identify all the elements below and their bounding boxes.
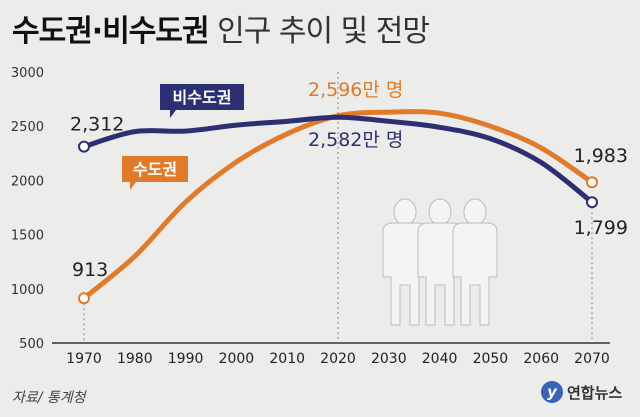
x-tick-label: 2030 xyxy=(371,351,407,367)
data-label: 2,582만 명 xyxy=(308,129,403,151)
y-tick-label: 500 xyxy=(19,337,44,352)
data-label: 913 xyxy=(72,259,108,281)
x-tick-label: 1970 xyxy=(66,351,102,367)
series-point-0 xyxy=(586,196,598,209)
series-label-0: 비수도권 xyxy=(173,88,232,107)
series-line-0 xyxy=(81,114,595,205)
series-point-0 xyxy=(78,140,90,153)
data-label: 1,799 xyxy=(574,217,628,239)
chart-title: 수도권·비수도권 인구 추이 및 전망 xyxy=(12,6,430,50)
x-tick-label: 2060 xyxy=(523,351,559,367)
x-tick-label: 1990 xyxy=(168,351,204,367)
y-tick-label: 3000 xyxy=(11,66,44,81)
person-figure xyxy=(417,198,463,326)
source-note: 자료/ 통계청 xyxy=(12,390,86,406)
x-tick-label: 2010 xyxy=(269,351,305,367)
y-tick-label: 1500 xyxy=(11,229,44,244)
data-label: 1,983 xyxy=(574,145,628,167)
person-figure xyxy=(452,198,498,326)
series-point-1 xyxy=(586,176,598,189)
x-tick-label: 2020 xyxy=(320,351,356,367)
data-label: 2,312 xyxy=(70,114,124,136)
yonhap-logo-text: 연합뉴스 xyxy=(567,383,623,402)
x-tick-label: 2040 xyxy=(422,351,458,367)
y-tick-label: 2500 xyxy=(11,120,44,135)
series-label-1: 수도권 xyxy=(133,160,177,179)
data-label: 2,596만 명 xyxy=(308,79,403,101)
title-light: 인구 추이 및 전망 xyxy=(217,14,430,49)
x-tick-label: 2000 xyxy=(219,351,255,367)
y-tick-label: 2000 xyxy=(11,174,44,189)
title-bold: 수도권·비수도권 xyxy=(12,14,210,49)
series-callout-1 xyxy=(122,156,188,190)
x-tick-label: 2070 xyxy=(574,351,610,367)
x-tick-label: 1980 xyxy=(117,351,153,367)
y-tick-label: 1000 xyxy=(11,283,44,298)
yonhap-logo: y 연합뉴스 xyxy=(541,381,622,403)
series-point-1 xyxy=(78,292,90,305)
x-tick-label: 2050 xyxy=(473,351,509,367)
series-callout-0 xyxy=(160,84,244,118)
yonhap-logo-mark: y xyxy=(541,381,563,403)
